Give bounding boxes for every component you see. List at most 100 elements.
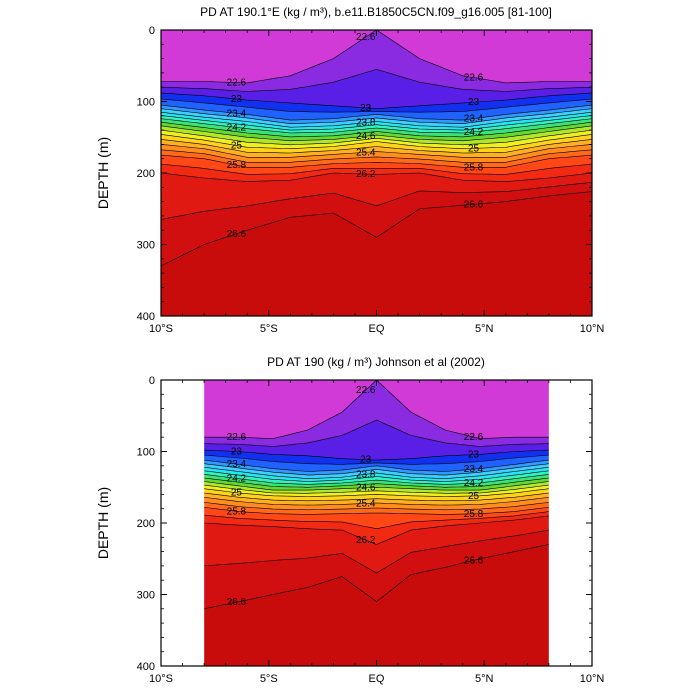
- contour-line: [204, 497, 549, 506]
- contour-line: [161, 182, 592, 220]
- contour-level-label: 24.6: [356, 483, 376, 494]
- contour-level-label: 23: [231, 94, 243, 105]
- contour-line: [161, 172, 592, 182]
- contour-band: [161, 144, 592, 163]
- contour-line: [204, 502, 549, 511]
- contour-line: [161, 68, 592, 92]
- top-y-axis-label: DEPTH (m): [95, 137, 111, 209]
- contour-level-label: 23: [231, 446, 243, 457]
- contour-level-label: 24.2: [227, 122, 247, 133]
- contour-level-label: 24.2: [464, 478, 484, 489]
- contour-level-label: 24.2: [464, 127, 484, 138]
- contour-band: [204, 493, 549, 506]
- contour-band: [204, 450, 549, 465]
- contour-line: [161, 104, 592, 121]
- contour-band: [204, 455, 549, 472]
- contour-level-label: 26.6: [227, 597, 247, 608]
- contour-line: [161, 154, 592, 168]
- contour-line: [204, 466, 549, 480]
- contour-band: [161, 173, 592, 220]
- bottom-axes: 10°S 5°S EQ 5°N 10°N 0 100 200 300 400: [137, 375, 605, 685]
- contour-band: [161, 118, 592, 137]
- contour-level-label: 22.6: [227, 78, 247, 89]
- y-tick-label: 100: [137, 447, 155, 459]
- contour-level-label: 26.6: [227, 229, 247, 240]
- contour-level-label: 22.6: [356, 32, 376, 43]
- contour-line: [161, 118, 592, 134]
- contour-level-label: 25.8: [464, 162, 484, 173]
- top-contour-labels: 22.6 22.6 22.6 23 23 23 23.4 23.4 23.8 24.2 24.2 24…: [227, 32, 484, 240]
- contour-level-label: 25.4: [356, 147, 376, 158]
- contour-line: [204, 507, 549, 515]
- contour-line: [204, 515, 549, 545]
- contour-level-label: 25.4: [356, 498, 376, 509]
- x-tick-label: EQ: [369, 673, 385, 685]
- contour-level-label: 22.6: [464, 73, 484, 84]
- contour-line: [204, 463, 549, 476]
- top-contour-lines: [161, 30, 592, 267]
- contour-line: [161, 108, 592, 125]
- contour-level-label: 24.6: [356, 131, 376, 142]
- contour-line: [204, 454, 549, 465]
- contour-level-label: 23.4: [227, 459, 247, 470]
- contour-level-label: 22.6: [464, 432, 484, 443]
- contour-level-label: 26.6: [464, 199, 484, 210]
- contour-band: [161, 30, 592, 92]
- contour-band: [204, 420, 549, 461]
- contour-band: [204, 380, 549, 439]
- contour-band: [161, 30, 592, 83]
- y-tick-label: 300: [137, 590, 155, 602]
- contour-line: [204, 477, 549, 488]
- y-tick-label: 0: [149, 375, 155, 387]
- contour-band: [161, 105, 592, 124]
- contour-line: [204, 380, 549, 439]
- contour-band: [161, 130, 592, 149]
- x-tick-label: 10°S: [149, 673, 173, 685]
- contour-band: [204, 530, 549, 609]
- contour-line: [204, 459, 549, 472]
- contour-level-label: 25: [468, 143, 480, 154]
- y-tick-label: 400: [137, 311, 155, 323]
- bottom-y-axis-label: DEPTH (m): [95, 487, 111, 559]
- contour-line: [204, 419, 549, 447]
- contour-band: [204, 507, 549, 529]
- top-axes: 10°S 5°S EQ 5°N 10°N 0 100 200 300 400: [137, 25, 605, 335]
- top-chart-title: PD AT 190.1°E (kg / m³), b.e11.B1850C5CN…: [200, 5, 552, 19]
- x-tick-label: 5°N: [475, 673, 494, 685]
- contour-band: [161, 155, 592, 175]
- contour-level-label: 23.8: [356, 469, 376, 480]
- contour-line: [161, 115, 592, 131]
- contour-line: [204, 544, 549, 610]
- contour-level-label: 26.2: [356, 169, 376, 180]
- contour-level-label: 23: [360, 103, 372, 114]
- contour-band: [204, 544, 549, 666]
- contour-level-label: 25: [231, 488, 243, 499]
- contour-level-label: 24.2: [227, 473, 247, 484]
- contour-level-label: 22.6: [356, 385, 376, 396]
- x-tick-label: 10°N: [580, 673, 605, 685]
- contour-band: [204, 474, 549, 488]
- contour-band: [161, 112, 592, 131]
- contour-band: [161, 99, 592, 121]
- contour-band: [161, 69, 592, 109]
- x-tick-label: 10°S: [149, 323, 173, 335]
- contour-line: [161, 191, 592, 267]
- contour-level-label: 22.6: [227, 432, 247, 443]
- contour-band: [161, 191, 592, 316]
- contour-level-label: 23.4: [227, 108, 247, 119]
- contour-line: [204, 488, 549, 497]
- contour-band: [204, 460, 549, 476]
- contour-band: [204, 502, 549, 515]
- contour-level-label: 23: [468, 97, 480, 108]
- y-tick-label: 0: [149, 25, 155, 37]
- contour-level-label: 23: [468, 450, 480, 461]
- contour-band: [204, 463, 549, 479]
- contour-line: [204, 529, 549, 574]
- contour-line: [161, 129, 592, 146]
- contour-line: [161, 144, 592, 158]
- contour-line: [204, 470, 549, 482]
- contour-level-label: 23.4: [464, 114, 484, 125]
- contour-line: [161, 98, 592, 113]
